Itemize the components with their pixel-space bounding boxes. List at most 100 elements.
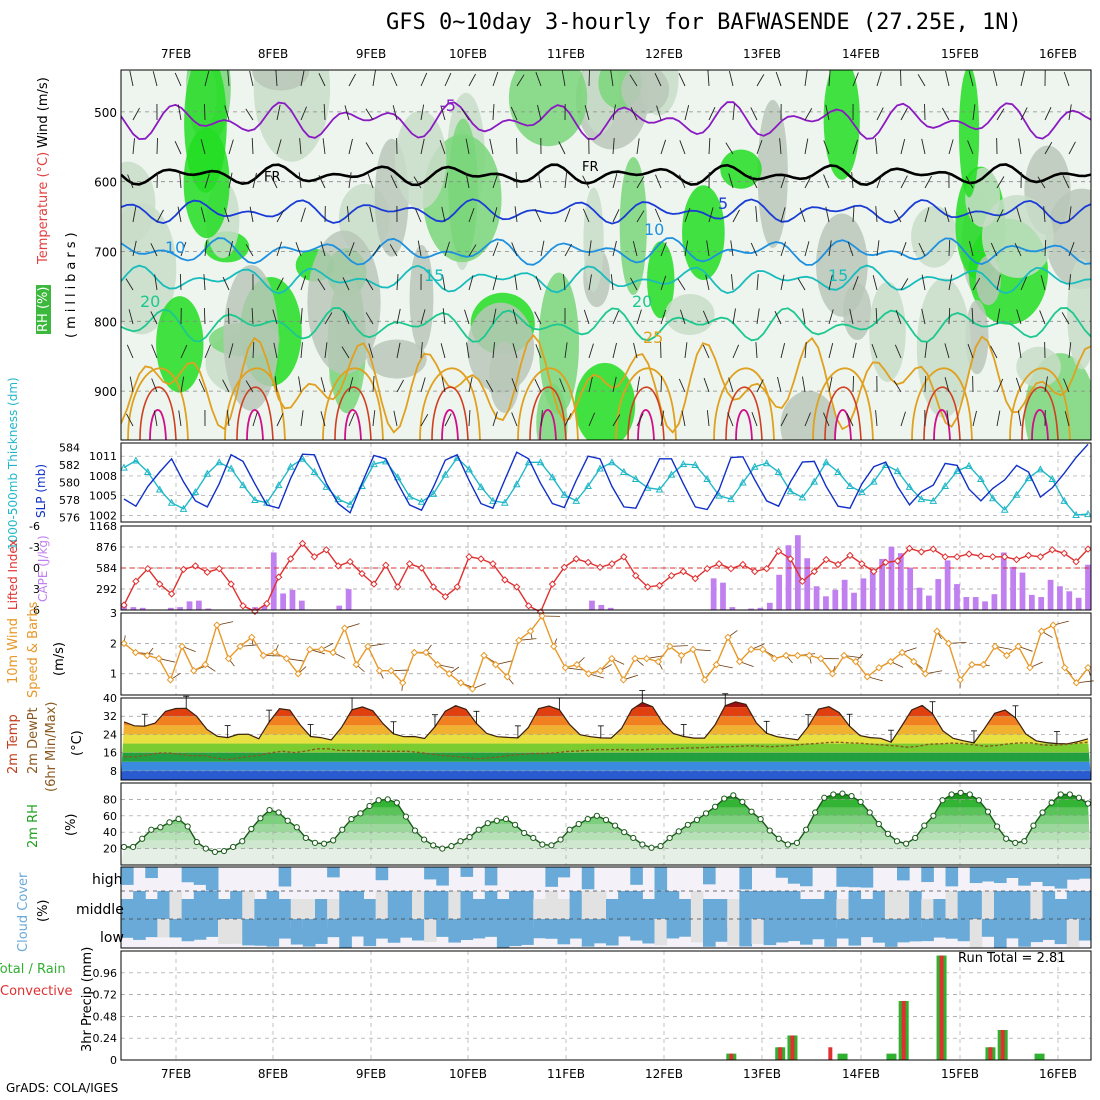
lifted-point — [358, 569, 366, 578]
rh2m-point — [448, 843, 455, 850]
cape-bar — [205, 608, 212, 610]
cloud-low-cell — [703, 919, 716, 947]
wind-barb — [125, 278, 134, 291]
label-cloud-high: high — [92, 872, 123, 888]
cloud-middle-cell — [763, 891, 777, 919]
warm-isotherm-30 — [627, 386, 665, 440]
wind-barb — [900, 242, 907, 257]
cloud-low-cell — [363, 919, 377, 947]
wind-barb — [655, 174, 662, 189]
wind-barb — [706, 240, 710, 257]
wind-barb — [468, 73, 476, 87]
cloud-high-cell — [897, 867, 910, 881]
rh-region — [665, 293, 715, 336]
wind-barb — [804, 342, 807, 359]
wind-barb — [1044, 376, 1048, 393]
thickness-point — [596, 464, 604, 472]
wind-barb — [780, 274, 785, 291]
thickness-point — [929, 496, 938, 504]
wind-barb — [917, 74, 926, 87]
wind-barb — [151, 344, 158, 359]
wind-barb — [558, 141, 566, 155]
wind-barb — [876, 173, 883, 189]
lifted-tick: 6 — [33, 604, 40, 617]
cloud-high-cell — [181, 867, 195, 883]
rh2m-point — [1066, 791, 1073, 798]
thickness-point — [810, 477, 819, 485]
rh2m-point — [393, 799, 400, 806]
thickness-point — [155, 485, 164, 493]
wind-barb — [893, 210, 902, 223]
wind-barb — [461, 108, 470, 121]
wind-barb — [1020, 276, 1028, 291]
wind-barb — [512, 309, 518, 325]
precip-convective-bar — [901, 1000, 906, 1060]
precip-tick: 0 — [110, 1054, 117, 1067]
lifted-point — [286, 555, 295, 563]
rh-region — [394, 110, 447, 209]
label-convective: Convective — [0, 984, 73, 999]
rh-region — [307, 230, 381, 375]
cape-bar — [1010, 566, 1016, 610]
cloud-middle-cell — [266, 891, 280, 919]
wind-barb — [921, 138, 926, 155]
cloud-middle-cell — [399, 891, 413, 919]
wind10-point — [515, 636, 523, 645]
rh2m-point — [521, 829, 528, 837]
cape-bar — [776, 574, 783, 610]
wind-barb — [492, 71, 499, 87]
lifted-point — [870, 567, 878, 576]
warm-isotherm-35 — [344, 409, 362, 440]
wind10-point — [875, 663, 883, 672]
cloud-low-cell — [884, 919, 898, 947]
cloud-middle-cell — [351, 891, 364, 919]
wind-barb — [203, 274, 206, 291]
wind-barb — [804, 175, 812, 189]
wind-barb — [224, 105, 230, 121]
cloud-low-cell — [824, 919, 837, 947]
rh2m-point — [1048, 799, 1055, 806]
wind-barb — [629, 74, 638, 87]
lifted-point — [489, 560, 497, 568]
temp-band — [121, 716, 1091, 726]
rh2m-point — [220, 847, 228, 855]
wind-barb — [804, 241, 810, 257]
lifted-point — [917, 548, 926, 556]
thickness-point — [370, 460, 378, 468]
wind-barb — [420, 309, 426, 325]
lifted-point — [881, 558, 890, 567]
wind-barb — [510, 106, 518, 121]
rh2m-point — [557, 836, 564, 843]
cape-bar — [785, 545, 792, 610]
wind-barb — [660, 242, 667, 257]
wind10-point — [1061, 663, 1069, 672]
wind-barb — [252, 411, 258, 427]
thickness-point — [405, 492, 414, 500]
lifted-point — [441, 592, 450, 601]
wind-barb — [708, 207, 714, 223]
cloud-high-cell — [654, 867, 668, 891]
rh2m-point — [175, 815, 182, 823]
wind-barb — [1018, 138, 1022, 155]
cloud-middle-cell — [1006, 891, 1019, 919]
thickness-tick: 578 — [59, 494, 80, 507]
isotherm-label-15: 15 — [424, 266, 445, 285]
bottom-date-label: 9FEB — [355, 1067, 387, 1081]
thickness-point — [727, 495, 735, 503]
wind10-point — [654, 657, 662, 666]
warm-isotherm-30 — [431, 386, 469, 440]
rh2m-band — [121, 783, 1091, 791]
wind-barb — [276, 139, 282, 155]
wind-barb — [535, 72, 542, 87]
cloud-high-cell — [981, 867, 995, 882]
wind-barb — [852, 139, 859, 155]
wind-barb — [875, 206, 878, 223]
cloud-middle-cell — [521, 891, 534, 919]
slp-tick: 1011 — [89, 450, 117, 463]
wind-barb — [251, 138, 254, 155]
wind-barb — [156, 138, 158, 155]
warm-isotherm-35 — [933, 409, 951, 440]
wind-barb — [780, 241, 786, 257]
wind-barb — [756, 274, 759, 291]
label-temp2m: 2m Temp — [6, 714, 21, 774]
